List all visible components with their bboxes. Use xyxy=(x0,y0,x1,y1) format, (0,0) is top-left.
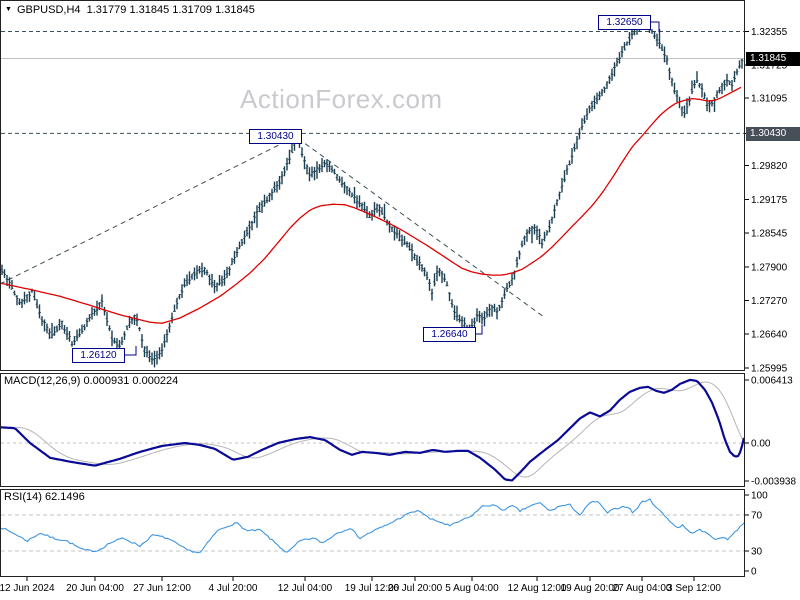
price-annotation: 1.32650 xyxy=(598,15,651,30)
price-annotation: 1.30430 xyxy=(249,129,302,144)
watermark: ActionForex.com xyxy=(240,84,443,114)
legend-text: GBPUSD,H4 1.31779 1.31845 1.31709 1.3184… xyxy=(16,4,255,16)
price-axis-tick: 1.31095 xyxy=(751,94,788,105)
macd-axis-tick: 0.006413 xyxy=(751,376,793,387)
time-axis-label: 27 Jun 12:00 xyxy=(133,583,191,594)
rsi-axis-tick: 70 xyxy=(751,511,763,522)
price-axis-tick: 1.29175 xyxy=(751,195,788,206)
macd-main-line xyxy=(1,378,744,482)
time-axis: 12 Jun 2024 20 Jun 04:00 27 Jun 12:00 4 Jul… xyxy=(0,577,721,594)
annotation-connectors xyxy=(123,21,660,356)
rsi-axis-tick: 100 xyxy=(751,491,768,502)
time-axis-label: 19 Aug 20:00 xyxy=(561,583,620,594)
rsi-axis-tick: 30 xyxy=(751,547,763,558)
moving-average-line xyxy=(1,86,742,324)
time-axis-label: 4 Jul 20:00 xyxy=(209,583,258,594)
price-axis-tick: 1.26640 xyxy=(751,329,788,340)
price-bars xyxy=(1,15,744,368)
price-axis-tick: 1.32355 xyxy=(751,27,788,38)
time-axis-label: 20 Jun 04:00 xyxy=(66,583,124,594)
rsi-indicator-label: RSI(14) 62.1496 xyxy=(4,491,85,503)
panel-borders xyxy=(0,0,745,577)
level-price-label: 1.30430 xyxy=(746,127,800,141)
price-axis-tick: 1.25995 xyxy=(751,364,788,375)
trendlines xyxy=(1,135,546,319)
symbol-dropdown-icon: ▼ xyxy=(5,6,12,13)
price-axis: 1.323551.317251.310951.304301.298201.291… xyxy=(745,27,796,578)
level-lines xyxy=(1,30,744,134)
time-axis-label: 26 Jul 20:00 xyxy=(388,583,443,594)
rsi-axis-tick: 0 xyxy=(751,567,757,578)
macd-axis-tick: -0.003938 xyxy=(751,477,796,488)
time-axis-label: 3 Sep 12:00 xyxy=(667,583,721,594)
price-axis-tick: 1.27900 xyxy=(751,263,788,274)
time-axis-label: 12 Jun 2024 xyxy=(0,583,55,594)
chart-legend: ▼ GBPUSD,H4 1.31779 1.31845 1.31709 1.318… xyxy=(5,4,255,16)
time-axis-label: 5 Aug 04:00 xyxy=(445,583,499,594)
macd-signal-line xyxy=(1,381,744,478)
price-axis-tick: 1.28545 xyxy=(751,229,788,240)
macd-indicator-label: MACD(12,26,9) 0.000931 0.000224 xyxy=(4,375,179,387)
time-axis-label: 19 Jul 12:00 xyxy=(345,583,400,594)
price-annotation: 1.26640 xyxy=(423,327,476,342)
macd-axis-tick: 0.00 xyxy=(751,439,771,450)
rsi-line xyxy=(1,498,744,554)
price-axis-tick: 1.29820 xyxy=(751,161,788,172)
price-axis-tick: 1.27270 xyxy=(751,296,788,307)
time-axis-label: 12 Jul 04:00 xyxy=(278,583,333,594)
macd-plot xyxy=(1,378,744,482)
time-axis-label: 27 Aug 04:00 xyxy=(613,583,672,594)
price-annotation: 1.26120 xyxy=(72,348,125,363)
time-axis-label: 12 Aug 12:00 xyxy=(508,583,567,594)
current-price-label: 1.31845 xyxy=(746,52,800,66)
rsi-plot xyxy=(1,498,744,554)
